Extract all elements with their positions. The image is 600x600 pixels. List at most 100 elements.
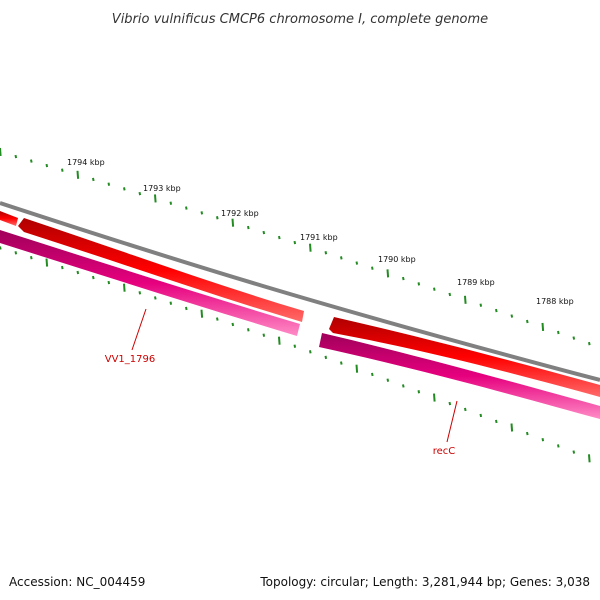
ruler-tick: [355, 261, 359, 265]
inner-tick: [433, 393, 436, 402]
gene-label-recc[interactable]: recC: [433, 446, 456, 457]
ruler-tick: [526, 319, 529, 324]
ruler-tick: [510, 314, 514, 318]
inner-tick: [355, 364, 359, 373]
inner-tick: [324, 355, 328, 360]
ruler-tick: [185, 206, 188, 210]
cds-feature: [329, 317, 600, 397]
inner-tick: [386, 378, 390, 382]
gene-labels: VV1_1796 recC: [105, 308, 458, 457]
ruler-tick: [433, 287, 436, 291]
inner-tick: [262, 333, 266, 337]
inner-tick: [309, 350, 312, 354]
inner-tick-ring: [0, 246, 591, 463]
ruler-tick: [371, 266, 374, 270]
ruler-tick: [247, 225, 250, 230]
inner-tick: [464, 407, 467, 412]
kbp-label: 1788 kbp: [536, 297, 574, 306]
ruler-tick: [402, 276, 405, 281]
inner-tick: [278, 336, 281, 345]
cds-track: [0, 211, 600, 397]
ruler-tick: [123, 187, 126, 191]
vv1-1796-leader-line: [131, 308, 147, 351]
ruler-tick: [278, 235, 281, 240]
ruler-tick: [76, 170, 80, 179]
ruler-tick: [92, 177, 95, 182]
inner-tick: [216, 317, 219, 321]
recc-leader-line: [446, 400, 458, 443]
inner-tick: [231, 322, 235, 327]
inner-tick: [541, 438, 545, 442]
inner-tick: [0, 246, 2, 250]
ruler-tick: [138, 191, 142, 196]
inner-tick: [448, 401, 452, 406]
ruler-tick: [30, 159, 33, 163]
inner-tick: [154, 296, 157, 300]
kbp-label: 1790 kbp: [378, 255, 416, 264]
ruler-tick: [324, 251, 328, 255]
inner-tick: [138, 291, 142, 295]
ruler-tick: [293, 240, 297, 245]
gene-track: [0, 230, 600, 419]
cds-feature: [18, 218, 304, 322]
ruler-tick: [309, 243, 312, 252]
inner-tick: [200, 309, 204, 318]
inner-tick: [107, 280, 111, 285]
map-title: Vibrio vulnificus CMCP6 chromosome I, co…: [112, 12, 488, 27]
inner-tick: [14, 251, 18, 255]
inner-tick: [247, 328, 250, 332]
genome-backbone: [0, 201, 600, 382]
inner-tick: [92, 275, 95, 280]
genome-summary-text: Topology: circular; Length: 3,281,944 bp…: [259, 575, 590, 589]
inner-tick: [510, 423, 514, 432]
inner-tick: [293, 344, 297, 348]
kbp-label: 1791 kbp: [300, 233, 338, 242]
inner-tick: [340, 361, 343, 365]
ruler-tick: [340, 256, 343, 260]
inner-tick: [169, 301, 173, 305]
ruler-tick: [495, 308, 498, 313]
inner-tick: [185, 306, 188, 311]
inner-tick: [495, 419, 498, 424]
ruler-tick: [107, 182, 111, 186]
inner-tick: [572, 450, 576, 454]
ruler-tick: [464, 295, 467, 304]
inner-tick: [402, 384, 405, 388]
kbp-label: 1789 kbp: [457, 278, 495, 287]
inner-tick: [123, 283, 126, 292]
position-ruler: 1794 kbp 1793 kbp 1792 kbp 1791 kbp 1790 kbp…: [0, 147, 591, 346]
ruler-tick: [45, 163, 49, 168]
ruler-tick: [61, 168, 64, 172]
inner-tick: [526, 431, 529, 436]
ruler-tick: [572, 336, 576, 340]
inner-tick: [371, 372, 374, 377]
kbp-label: 1792 kbp: [221, 209, 259, 218]
ruler-tick: [262, 230, 266, 235]
ruler-tick: [200, 211, 204, 215]
inner-tick: [45, 258, 49, 267]
ruler-tick: [154, 194, 157, 203]
ruler-tick: [386, 269, 390, 278]
ruler-tick: [417, 282, 421, 286]
inner-tick: [588, 454, 591, 463]
ruler-tick: [448, 292, 452, 297]
ruler-tick: [479, 303, 483, 307]
ruler-tick: [169, 201, 173, 205]
ruler-tick: [0, 147, 2, 157]
gene-feature: [0, 230, 300, 336]
ruler-tick: [216, 216, 219, 220]
ruler-tick: [541, 322, 545, 332]
ruler-tick: [557, 330, 560, 335]
inner-tick: [30, 255, 33, 260]
inner-tick: [557, 444, 560, 448]
inner-tick: [61, 265, 64, 270]
inner-tick: [479, 413, 483, 418]
cds-feature: [0, 211, 18, 226]
inner-tick: [76, 270, 80, 275]
ruler-tick: [231, 218, 235, 227]
kbp-label: 1793 kbp: [143, 184, 181, 193]
kbp-label: 1794 kbp: [67, 158, 105, 167]
gene-label-vv1-1796[interactable]: VV1_1796: [105, 354, 156, 365]
ruler-tick: [588, 341, 591, 346]
